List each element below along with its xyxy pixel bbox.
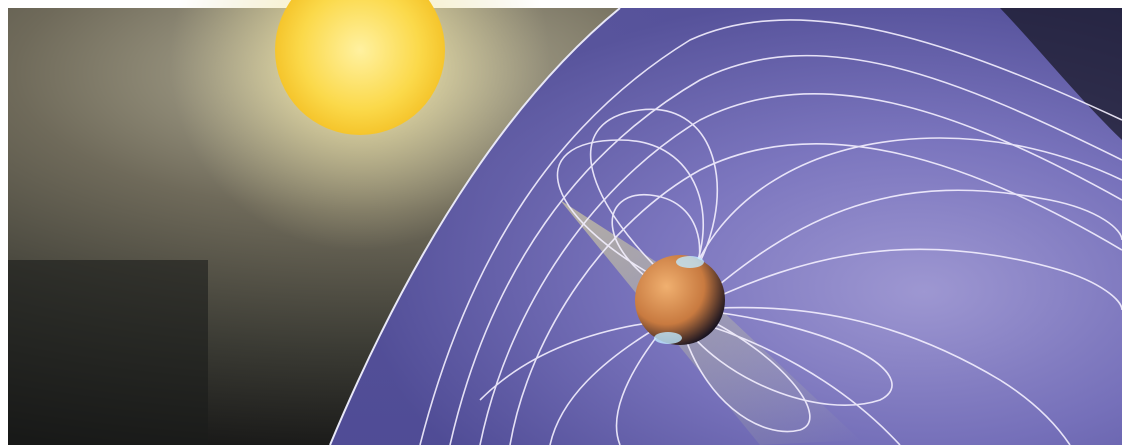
sun <box>275 0 445 135</box>
dark-corner <box>8 260 208 445</box>
space-patch <box>1000 8 1122 140</box>
field-lines <box>419 19 1122 445</box>
aurora-south <box>654 332 682 344</box>
bow-shock <box>329 7 621 445</box>
aurora-north <box>676 256 704 268</box>
magnetosphere <box>330 8 1122 445</box>
planet <box>635 255 725 345</box>
